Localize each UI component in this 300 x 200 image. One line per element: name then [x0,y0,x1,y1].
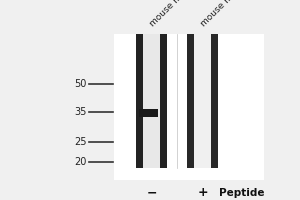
Text: Peptide: Peptide [219,188,264,198]
Text: −: − [146,186,157,199]
Bar [187,34,218,168]
Bar [143,34,160,168]
Bar [114,34,264,180]
Text: 20: 20 [75,157,87,167]
Text: +: + [197,186,208,199]
Bar [194,34,211,168]
Text: 50: 50 [75,79,87,89]
Bar [139,109,158,117]
Bar [136,34,167,168]
Text: mouse heart: mouse heart [148,0,195,28]
Text: mouse heart: mouse heart [199,0,246,28]
Text: 35: 35 [75,107,87,117]
Text: 25: 25 [74,137,87,147]
